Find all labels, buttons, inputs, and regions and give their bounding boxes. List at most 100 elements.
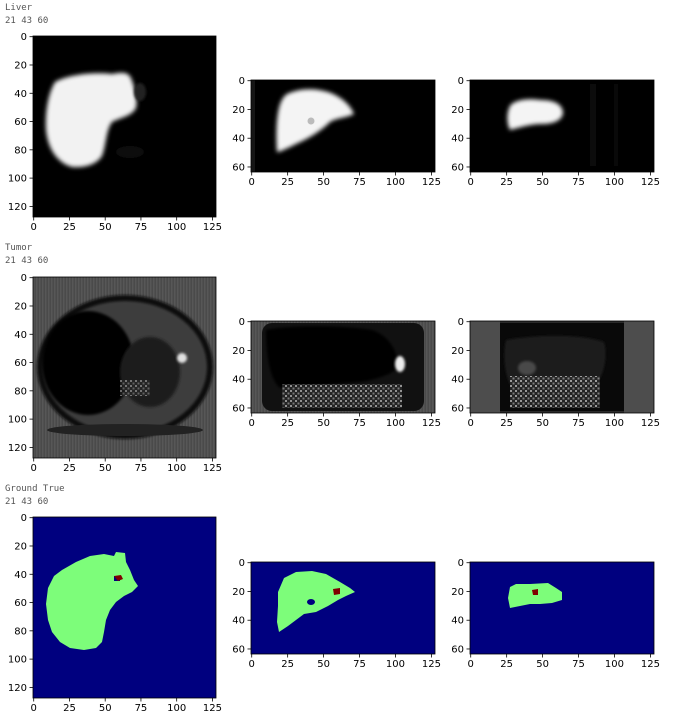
x-tick-label: 125 [203,703,222,714]
tumor-sagittal-image [470,321,654,413]
tumor-coronal-axes: 0 25 50 75 100 125 0 20 40 60 [232,317,441,429]
tumor-coronal-image [251,321,435,413]
y-tick-label: 0 [458,317,464,328]
y-tick-label: 0 [21,513,27,524]
y-tick-label: 20 [232,105,245,116]
axes-frame [250,79,436,173]
y-tick-label: 60 [232,403,245,414]
x-tick-label: 100 [386,418,405,429]
x-tick-label: 75 [135,463,148,474]
y-tick-label: 0 [239,76,245,87]
x-tick-label: 25 [500,418,513,429]
axes-frame [32,35,217,218]
x-tick-label: 125 [203,463,222,474]
x-tick-label: 50 [99,703,112,714]
y-tick-label: 20 [14,301,27,312]
y-tick-label: 20 [451,587,464,598]
y-tick-label: 80 [14,386,27,397]
axes-frame [32,516,217,699]
x-tick-label: 0 [249,177,255,188]
axes-frame [469,561,655,655]
x-tick-label: 0 [31,222,37,233]
gt-sagittal-image [470,562,654,654]
x-tick-label: 100 [605,659,624,670]
x-tick-label: 100 [386,177,405,188]
x-tick-label: 50 [99,463,112,474]
x-tick-label: 25 [63,463,76,474]
y-tick-label: 0 [458,76,464,87]
x-tick-label: 50 [99,222,112,233]
x-tick-label: 0 [31,463,37,474]
y-tick-label: 60 [14,598,27,609]
x-tick-label: 125 [641,659,660,670]
tumor-sagittal-axes: 0 25 50 75 100 125 0 20 40 60 [451,317,660,429]
y-tick-label: 40 [14,570,27,581]
x-tick-label: 100 [167,703,186,714]
x-tick-label: 75 [353,418,366,429]
axes-frame [250,320,436,414]
x-tick-label: 75 [572,418,585,429]
y-tick-label: 40 [232,375,245,386]
y-tick-label: 60 [451,644,464,655]
axes-frame [469,79,655,173]
y-tick-label: 100 [8,655,27,666]
gt-coronal-image [251,562,435,654]
y-tick-label: 40 [451,616,464,627]
y-tick-label: 0 [21,273,27,284]
slice-indices: 21 43 60 [5,16,49,26]
x-tick-label: 50 [317,177,330,188]
tumor-axial-image [33,277,216,458]
x-tick-label: 50 [536,418,549,429]
gt-axial-axes: 0 25 50 75 100 125 0 20 40 60 80 100 120 [8,513,222,714]
x-tick-label: 0 [468,177,474,188]
x-tick-label: 75 [572,659,585,670]
y-tick-label: 40 [451,134,464,145]
y-tick-label: 20 [451,346,464,357]
y-tick-label: 100 [8,415,27,426]
axes-frame [250,561,436,655]
x-tick-label: 25 [63,703,76,714]
y-tick-label: 20 [232,587,245,598]
x-tick-label: 25 [500,659,513,670]
x-tick-label: 100 [167,463,186,474]
x-tick-label: 75 [135,222,148,233]
liver-coronal-axes: 0 25 50 75 100 125 0 20 40 60 [232,76,441,188]
liver-coronal-image [251,80,435,172]
x-tick-label: 100 [605,177,624,188]
y-tick-label: 60 [14,358,27,369]
gt-coronal-axes: 0 25 50 75 100 125 0 20 40 60 [232,558,441,670]
x-tick-label: 25 [281,177,294,188]
section-label-ground-true: Ground True 21 43 60 [5,483,65,509]
gt-axial-image [33,517,216,698]
x-tick-label: 0 [31,703,37,714]
slice-indices: 21 43 60 [5,497,49,507]
x-tick-label: 0 [249,659,255,670]
gt-sagittal-axes: 0 25 50 75 100 125 0 20 40 60 [451,558,660,670]
y-tick-label: 20 [14,541,27,552]
x-tick-label: 125 [641,177,660,188]
x-tick-label: 25 [63,222,76,233]
x-tick-label: 50 [317,418,330,429]
y-tick-label: 40 [14,330,27,341]
y-tick-label: 60 [14,117,27,128]
x-tick-label: 100 [167,222,186,233]
y-tick-label: 120 [8,202,27,213]
x-tick-label: 75 [572,177,585,188]
x-tick-label: 50 [317,659,330,670]
y-tick-label: 40 [232,134,245,145]
x-tick-label: 125 [422,659,441,670]
y-tick-label: 20 [14,60,27,71]
liver-sagittal-axes: 0 25 50 75 100 125 0 20 40 60 [451,76,660,188]
x-tick-label: 0 [249,418,255,429]
y-tick-label: 20 [451,105,464,116]
x-tick-label: 125 [641,418,660,429]
x-tick-label: 100 [605,418,624,429]
y-tick-label: 120 [8,683,27,694]
y-tick-label: 0 [458,558,464,569]
x-tick-label: 25 [281,418,294,429]
y-tick-label: 120 [8,443,27,454]
axes-frame [32,276,217,459]
liver-axial-image [33,36,216,217]
x-tick-label: 25 [281,659,294,670]
